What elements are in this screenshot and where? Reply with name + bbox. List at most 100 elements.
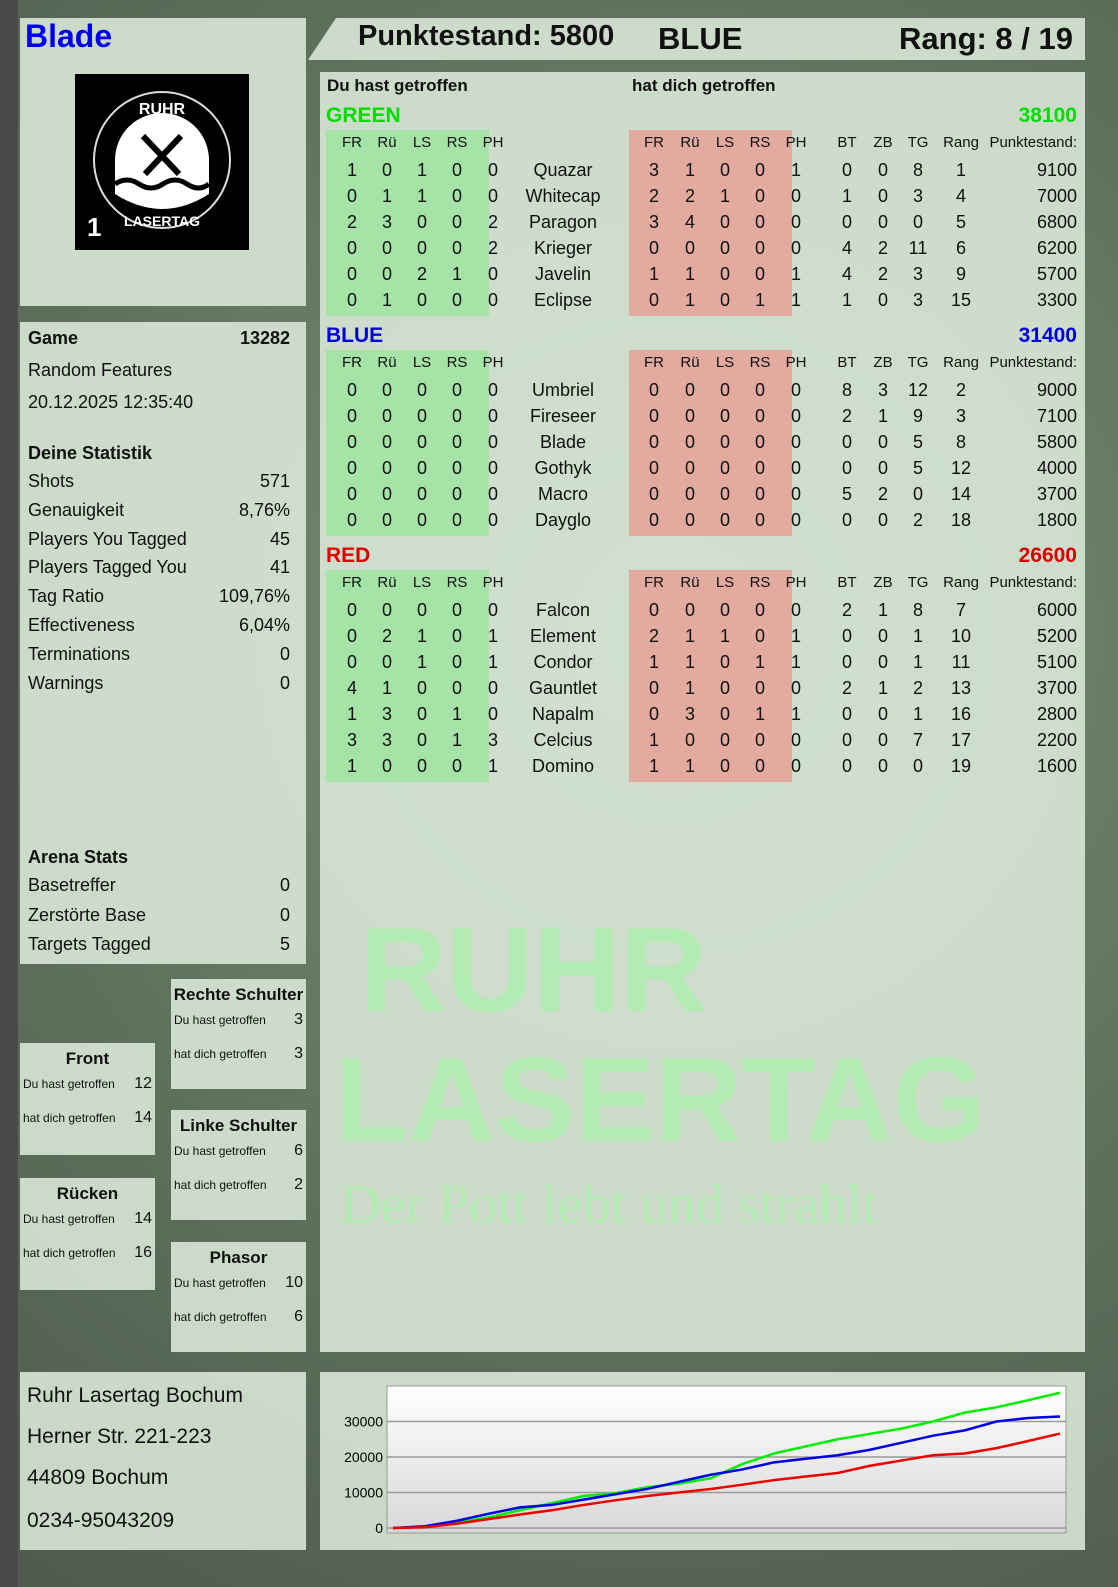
hit-you-cell: 0 [684,484,695,504]
col-header-you-hit: LS [412,574,432,591]
stat-cell: 0 [877,458,888,478]
hit-you-cell: 0 [719,704,730,724]
you-hit-cell: 0 [346,406,357,426]
col-header-you-hit: Rü [377,574,397,591]
stat-cell: 8 [955,432,966,452]
player-name: Macro [537,484,588,504]
you-hit-cell: 0 [451,678,462,698]
zone-hit-you-label: hat dich getroffen [174,1047,267,1061]
stat-value: 0 [279,643,290,664]
player-row: 3 3 0 1 3 Celcius 1 0 0 0 0 0 0 7 17 2200 [320,730,1085,756]
you-hit-cell: 2 [381,626,392,646]
stat-cell: 2 [841,600,852,620]
hit-you-block [629,570,792,782]
zone-title: Front [65,1049,110,1068]
venue-city: 44809 Bochum [27,1466,169,1489]
address-panel: Ruhr Lasertag Bochum Herner Str. 221-223… [20,1372,306,1550]
player-row: 2 3 0 0 2 Paragon 3 4 0 0 0 0 0 0 5 6800 [320,212,1085,238]
stat-cell: 0 [912,756,923,776]
hit-you-cell: 1 [719,626,730,646]
stat-row: Players Tagged You 41 [28,557,290,578]
you-hit-cell: 0 [381,432,392,452]
you-hit-cell: 0 [451,406,462,426]
ruhr-lasertag-logo: RUHR LASERTAG 1 [75,74,249,250]
you-hit-cell: 0 [416,380,427,400]
you-hit-cell: 1 [346,704,357,724]
you-hit-cell: 0 [346,432,357,452]
col-header-you-hit: RS [446,354,468,371]
stat-cell: 3 [955,406,966,426]
col-header-you-hit: FR [342,134,362,151]
hit-zone-ruecken: Rücken Du hast getroffen 14 hat dich getrof… [20,1178,155,1290]
hit-you-cell: 0 [648,704,659,724]
you-hit-cell: 0 [346,186,357,206]
hit-you-cell: 1 [754,652,765,672]
you-hit-cell: 1 [416,160,427,180]
hit-you-cell: 1 [684,626,695,646]
hit-you-cell: 0 [684,238,695,258]
you-hit-cell: 0 [487,432,498,452]
stat-label: Terminations [28,643,131,664]
player-row: 0 0 2 1 0 Javelin 1 1 0 0 1 4 2 3 9 5700 [320,264,1085,290]
hit-you-cell: 1 [790,626,801,646]
col-header-stat: ZB [873,134,893,151]
player-row: 1 0 1 0 0 Quazar 3 1 0 0 1 0 0 8 1 9100 [320,160,1085,186]
zone-hit-you-value: 16 [134,1244,152,1261]
svg-text:LASERTAG: LASERTAG [124,213,200,229]
stats-panel: Game 13282 Random Features 20.12.2025 12:… [20,322,306,964]
hit-you-cell: 0 [790,406,801,426]
hit-you-cell: 0 [754,432,765,452]
stat-cell: 1 [912,626,923,646]
you-hit-cell: 0 [451,238,462,258]
hit-you-cell: 0 [648,458,659,478]
zone-title: Rechte Schulter [173,985,304,1004]
stats-title-text: Deine Statistik [28,443,153,463]
venue-phone: 0234-95043209 [27,1509,175,1532]
you-hit-cell: 1 [381,186,392,206]
stat-label: Players You Tagged [28,528,187,549]
you-hit-cell: 0 [416,600,427,620]
stat-cell: 8 [841,380,852,400]
player-score: 3700 [1036,484,1077,504]
hit-you-cell: 3 [648,212,659,232]
hit-you-cell: 4 [684,212,695,232]
hit-you-cell: 1 [648,730,659,750]
chart-y-tick-label: 0 [375,1520,383,1536]
zone-hit-you-value: 6 [294,1308,303,1325]
hit-you-cell: 0 [684,600,695,620]
stat-cell: 0 [841,704,852,724]
you-hit-block [326,350,489,536]
score-chart-panel: 0 10000 20000 30000 [320,1372,1085,1550]
stat-cell: 1 [877,600,888,620]
stat-cell: 1 [912,704,923,724]
zone-hit-you-value: 3 [294,1045,303,1062]
chart-y-tick-label: 10000 [344,1485,383,1501]
you-hit-cell: 0 [487,380,498,400]
stat-cell: 18 [950,510,972,530]
player-row: 0 0 0 0 0 Gothyk 0 0 0 0 0 0 0 5 12 4000 [320,458,1085,484]
player-score: 1600 [1036,756,1077,776]
stat-cell: 0 [877,290,888,310]
stat-cell: 0 [841,432,852,452]
hit-you-cell: 1 [790,264,801,284]
stat-cell: 4 [841,264,852,284]
col-header-hit-you: Rü [680,134,700,151]
arena-label: Zerstörte Base [28,904,147,925]
stat-cell: 5 [841,484,852,504]
stat-cell: 0 [841,510,852,530]
player-row: 0 0 0 0 0 Umbriel 0 0 0 0 0 8 3 12 2 9000 [320,380,1085,406]
hit-you-cell: 0 [754,484,765,504]
hit-you-cell: 0 [754,756,765,776]
hit-you-cell: 1 [684,160,695,180]
left-edge-strip [0,0,18,1587]
you-hit-cell: 0 [487,704,498,724]
hit-you-cell: 0 [719,730,730,750]
you-hit-cell: 0 [451,600,462,620]
player-name: Paragon [528,212,598,232]
stat-label: Tag Ratio [28,586,105,607]
player-name: Napalm [531,704,595,724]
col-header-you-hit: LS [412,354,432,371]
you-hit-cell: 0 [346,290,357,310]
col-header-hit-you: RS [749,354,771,371]
zone-you-hit-value: 12 [134,1075,152,1092]
